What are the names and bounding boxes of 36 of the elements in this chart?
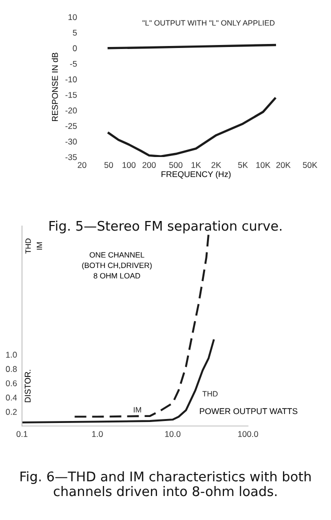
x-tick-label: 100.0 — [238, 431, 258, 437]
x-tick-label: 50K — [302, 162, 318, 168]
x-tick-label: 50 — [104, 162, 114, 168]
y-tick-label: -5 — [70, 60, 77, 67]
y-tick-label: 0.2 — [6, 408, 17, 415]
x-axis-title: FREQUENCY (Hz) — [162, 171, 231, 179]
x-axis-title: POWER OUTPUT WATTS — [200, 408, 298, 414]
x-tick-label: 2K — [212, 162, 222, 168]
x-tick-label: 20 — [78, 162, 86, 168]
y-tick-label: -20 — [65, 108, 77, 114]
x-tick-label: 10.0 — [165, 431, 180, 437]
text: Fig. 5—Stereo FM separation curve. — [50, 220, 282, 234]
y-tick-label: 1.0 — [6, 352, 17, 358]
y-tick-label: 0.4 — [6, 394, 17, 401]
x-tick-label: 100 — [122, 162, 136, 168]
x-tick-label: 0.1 — [16, 431, 28, 437]
x-tick-label: 20K — [276, 162, 291, 168]
y-axis-title: DISTOR. — [24, 370, 31, 402]
x-tick-label: 1K — [192, 162, 202, 168]
y-tick-label: -10 — [65, 76, 77, 82]
y-tick-label: 0.8 — [6, 366, 17, 372]
text: Fig. 6—THD and IM characteristics with both channels driven into 8-ohm loads. — [20, 471, 311, 496]
y-axis-title: RESPONSE IN dB — [52, 52, 58, 122]
x-tick-label: 5K — [238, 162, 248, 168]
y-tick-label: 0.6 — [6, 380, 17, 386]
y-tick-label: 10 — [68, 14, 77, 20]
x-tick-label: 1.0 — [92, 431, 103, 437]
x-tick-label: 10K — [256, 162, 270, 168]
y-tick-label: -25 — [65, 123, 77, 129]
y-tick-label: -15 — [65, 92, 77, 98]
x-tick-label: 200 — [142, 162, 156, 168]
y-tick-label: 0 — [72, 45, 77, 52]
y-tick-label: -35 — [65, 154, 77, 160]
y-tick-label: -30 — [65, 138, 77, 145]
x-tick-label: 500 — [169, 162, 182, 168]
y-tick-label: 5 — [72, 30, 77, 36]
